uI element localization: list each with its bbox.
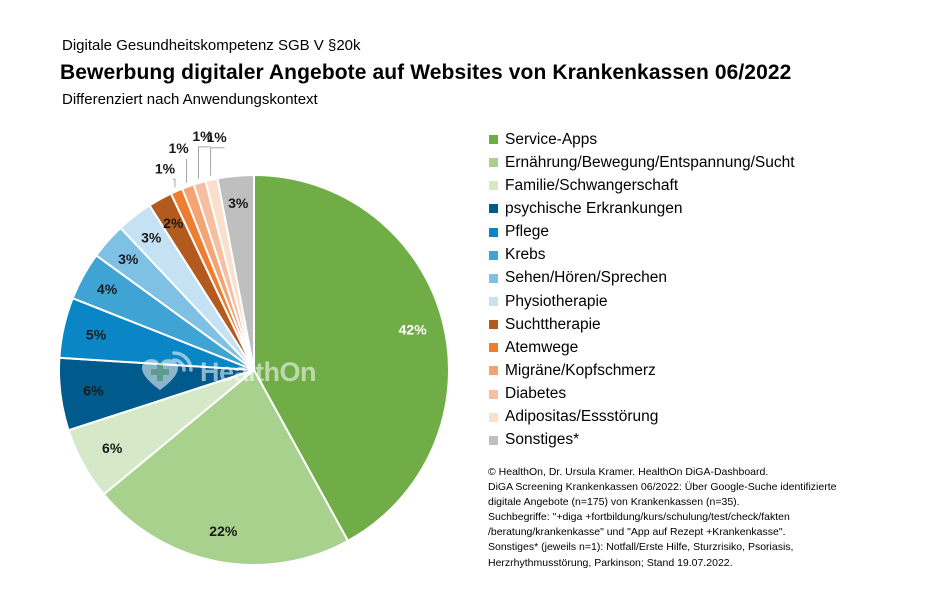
legend-label: Service-Apps: [505, 130, 598, 148]
legend-swatch: [489, 412, 498, 422]
legend-item-pflege: Pflege: [489, 221, 795, 244]
legend-item-psychische-erkrankungen: psychische Erkrankungen: [489, 197, 795, 220]
legend-item-sonstiges: Sonstiges*: [489, 429, 795, 452]
legend-swatch: [489, 435, 498, 445]
legend-item-migraene-kopfschmerz: Migräne/Kopfschmerz: [489, 359, 795, 382]
footnote-line: digitale Angebote (n=175) von Krankenkas…: [488, 496, 740, 509]
legend-label: Physiotherapie: [505, 292, 608, 310]
legend-label: Pflege: [505, 223, 549, 241]
data-label-physiotherapie: 3%: [141, 229, 162, 245]
data-label-service-apps: 42%: [399, 321, 428, 337]
data-label-psychische-erkrankungen: 6%: [83, 382, 104, 398]
legend-item-ernaehrung-bewegung-entspannung-sucht: Ernährung/Bewegung/Entspannung/Sucht: [489, 151, 795, 174]
footnote-line: DiGA Screening Krankenkassen 06/2022: Üb…: [488, 481, 837, 494]
legend-label: Krebs: [505, 246, 546, 264]
legend-swatch: [489, 320, 498, 330]
chart-supertitle: Digitale Gesundheitskompetenz SGB V §20k: [62, 37, 361, 54]
chart-title: Bewerbung digitaler Angebote auf Website…: [60, 61, 792, 84]
legend-swatch: [489, 250, 498, 260]
legend-item-sehen-hoeren-sprechen: Sehen/Hören/Sprechen: [489, 267, 795, 290]
data-label-adipositas-essstoerung: 1%: [206, 129, 227, 145]
footnote-line: © HealthOn, Dr. Ursula Kramer. HealthOn …: [488, 466, 769, 478]
data-label-atemwege: 1%: [155, 160, 176, 176]
data-label-familie-schwangerschaft: 6%: [102, 440, 123, 456]
legend-swatch: [489, 158, 498, 168]
legend-label: Migräne/Kopfschmerz: [505, 361, 656, 379]
legend-swatch: [489, 389, 498, 399]
data-label-suchttherapie: 2%: [163, 215, 184, 231]
legend-label: Diabetes: [505, 385, 567, 403]
legend-swatch: [489, 227, 498, 237]
legend-item-service-apps: Service-Apps: [489, 128, 795, 151]
data-label-diabetes: 1%: [192, 128, 213, 144]
legend-swatch: [489, 366, 498, 376]
leader-line: [210, 147, 225, 176]
legend-swatch: [489, 204, 498, 214]
legend-swatch: [489, 343, 498, 353]
chart-subtitle: Differenziert nach Anwendungskontext: [62, 91, 318, 108]
leader-line: [172, 178, 176, 188]
footnote-line: Sonstiges* (jeweils n=1): Notfall/Erste …: [488, 541, 794, 554]
legend-label: Ernährung/Bewegung/Entspannung/Sucht: [505, 153, 795, 171]
legend-item-suchttherapie: Suchttherapie: [489, 313, 795, 336]
legend-item-familie-schwangerschaft: Familie/Schwangerschaft: [489, 174, 795, 197]
legend-item-krebs: Krebs: [489, 244, 795, 267]
chart-legend: Service-Apps Ernährung/Bewegung/Entspannu…: [489, 128, 795, 452]
legend-swatch: [489, 273, 498, 283]
pie-slice-sonstiges: [216, 173, 255, 371]
legend-swatch: [489, 181, 498, 191]
data-label-ernaehrung-bewegung-entspannung-sucht: 22%: [209, 523, 238, 539]
legend-label: Atemwege: [505, 338, 579, 356]
legend-swatch: [489, 297, 498, 307]
legend-label: Sonstiges*: [505, 431, 580, 449]
legend-swatch: [489, 135, 498, 145]
legend-label: Adipositas/Essstörung: [505, 408, 659, 426]
legend-label: Suchttherapie: [505, 315, 601, 333]
footnote-line: /beratung/krankenkasse" und "App auf Rez…: [488, 526, 786, 539]
data-label-krebs: 4%: [97, 281, 118, 297]
pie-slice-service-apps: [253, 173, 450, 543]
data-label-sehen-hoeren-sprechen: 3%: [118, 251, 139, 267]
legend-label: psychische Erkrankungen: [505, 199, 683, 217]
legend-item-adipositas-essstoerung: Adipositas/Essstörung: [489, 406, 795, 429]
legend-item-physiotherapie: Physiotherapie: [489, 290, 795, 313]
data-label-migraene-kopfschmerz: 1%: [168, 140, 189, 156]
legend-item-atemwege: Atemwege: [489, 336, 795, 359]
source-footnote: © HealthOn, Dr. Ursula Kramer. HealthOn …: [488, 465, 908, 571]
footnote-line: Herzrhythmusstörung, Parkinson; Stand 19…: [488, 556, 733, 569]
pie-slice-ernaehrung-bewegung-entspannung-sucht: [102, 368, 350, 566]
legend-label: Sehen/Hören/Sprechen: [505, 269, 668, 287]
data-label-pflege: 5%: [86, 327, 107, 343]
legend-item-diabetes: Diabetes: [489, 383, 795, 406]
legend-label: Familie/Schwangerschaft: [505, 176, 679, 194]
leader-line: [197, 146, 211, 179]
footnote-line: Suchbegriffe: "+diga +fortbildung/kurs/s…: [488, 511, 790, 524]
data-label-sonstiges: 3%: [228, 195, 249, 211]
